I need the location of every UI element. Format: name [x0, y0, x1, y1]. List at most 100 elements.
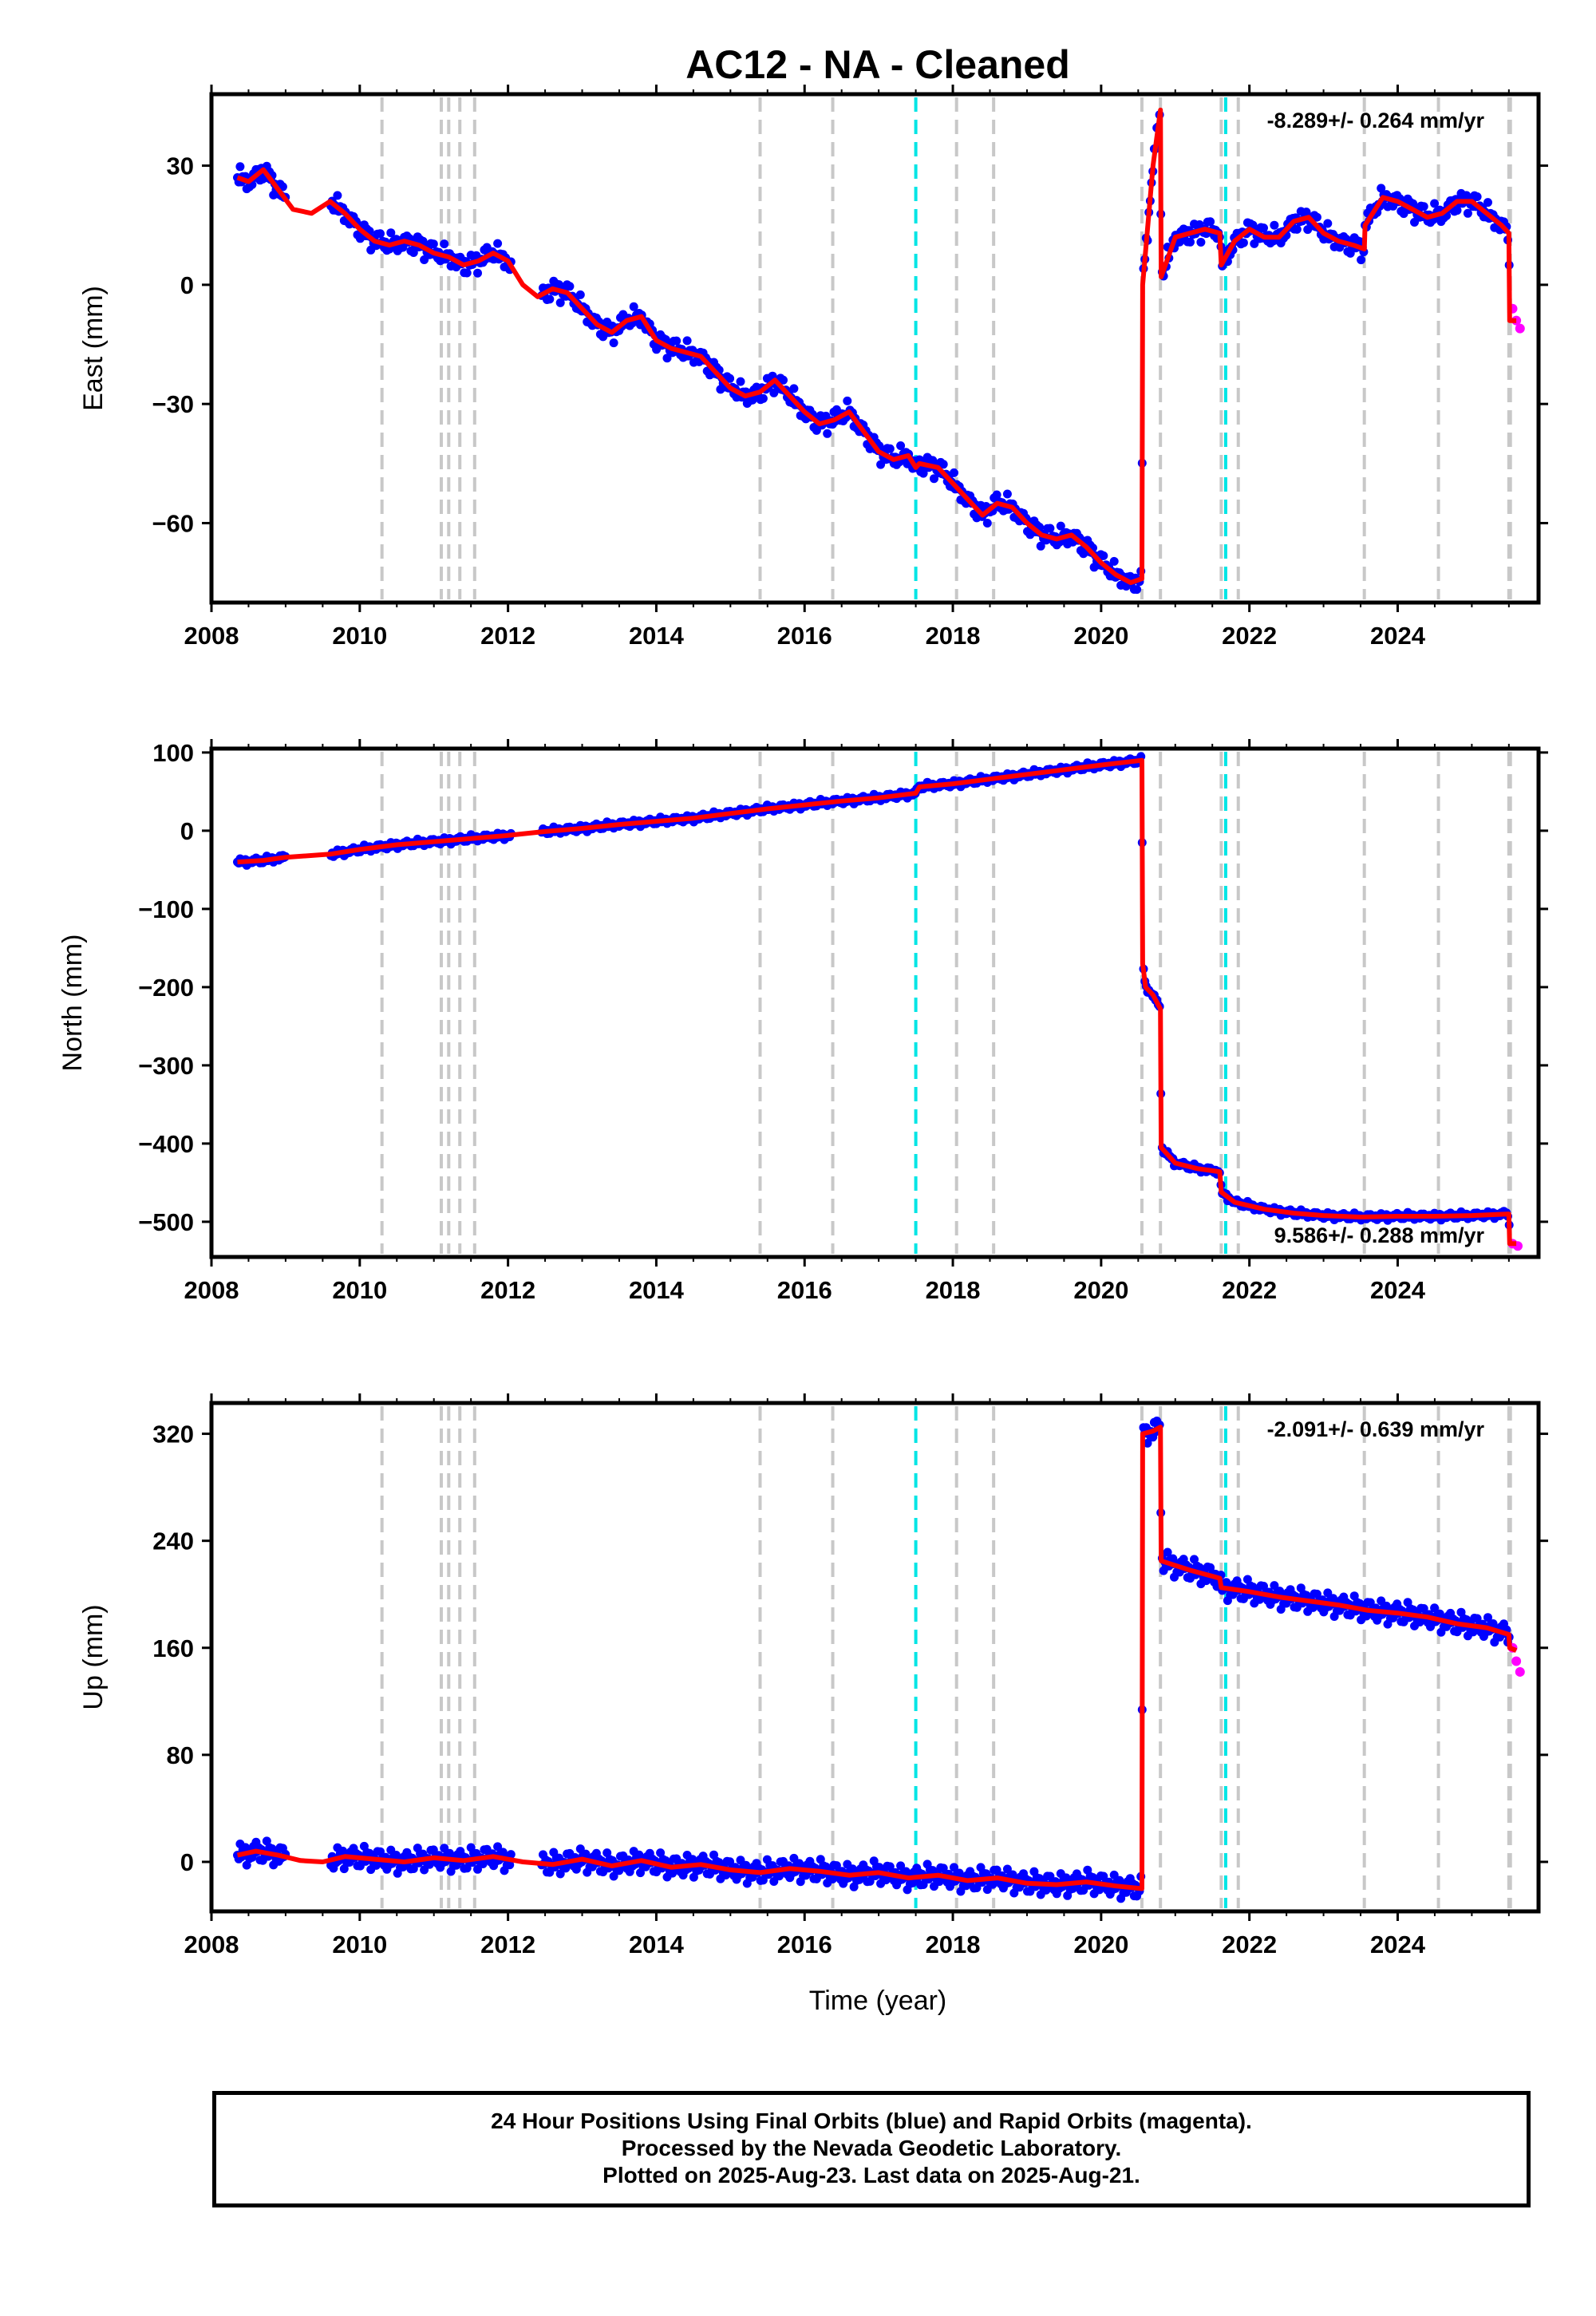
y-tick-label: −300: [138, 1052, 194, 1080]
y-tick-label: 160: [152, 1634, 194, 1662]
y-tick-label: −100: [138, 895, 194, 923]
x-tick-label: 2012: [480, 1276, 535, 1304]
up-plot-frame: [209, 1401, 1541, 1914]
x-tick-label: 2008: [184, 1276, 239, 1304]
data-point: [982, 519, 992, 528]
data-point: [609, 338, 618, 348]
data-point: [555, 298, 565, 307]
data-point: [493, 239, 503, 248]
x-tick-label: 2008: [184, 1931, 239, 1958]
x-tick-label: 2008: [184, 622, 239, 650]
data-point: [629, 302, 638, 311]
data-point: [565, 282, 575, 291]
data-point: [896, 441, 906, 450]
y-tick-label: 80: [167, 1741, 194, 1769]
north-plot-frame: [209, 746, 1541, 1259]
y-tick-label: 0: [180, 1848, 194, 1876]
data-point: [1483, 198, 1492, 207]
east-rate-label: -8.289+/- 0.264 mm/yr: [1267, 109, 1485, 132]
x-tick-label: 2020: [1073, 622, 1128, 650]
x-tick-label: 2014: [629, 1931, 685, 1958]
data-point: [473, 1864, 482, 1874]
data-point: [386, 228, 396, 238]
data-point: [1259, 223, 1268, 233]
data-point: [505, 1860, 515, 1870]
north-model-line: [237, 757, 1517, 1247]
data-point: [1238, 238, 1248, 247]
data-point: [1430, 199, 1440, 208]
data-point: [420, 1865, 429, 1875]
data-point: [1357, 255, 1366, 265]
data-point: [602, 1848, 612, 1858]
data-point: [950, 468, 958, 477]
y-tick-label: 0: [180, 817, 194, 845]
x-tick-label: 2018: [926, 1276, 981, 1304]
x-tick-label: 2016: [777, 1931, 832, 1958]
east-model-line: [236, 107, 1517, 586]
x-tick-label: 2022: [1222, 1276, 1277, 1304]
x-tick-label: 2018: [926, 622, 981, 650]
up-rate-label: -2.091+/- 0.639 mm/yr: [1267, 1417, 1485, 1441]
data-point: [1312, 212, 1321, 222]
data-point: [1186, 237, 1195, 247]
caption-line-2: Processed by the Nevada Geodetic Laborat…: [621, 2136, 1122, 2160]
x-tick-label: 2020: [1073, 1276, 1128, 1304]
data-point: [656, 1848, 666, 1858]
y-tick-label: −30: [152, 390, 194, 418]
data-point: [1002, 1864, 1012, 1874]
data-point: [1190, 1555, 1199, 1564]
caption-line-3: Plotted on 2025-Aug-23. Last data on 202…: [602, 2163, 1140, 2188]
x-tick-label: 2024: [1370, 1276, 1426, 1304]
data-point: [725, 373, 735, 383]
chart-title: AC12 - NA - Cleaned: [685, 42, 1070, 87]
data-point: [1323, 219, 1333, 228]
data-point: [1452, 206, 1462, 215]
y-tick-label: 0: [180, 271, 194, 299]
east-y-axis-title: East (mm): [78, 286, 109, 411]
data-point: [1270, 220, 1279, 230]
data-point: [506, 1850, 516, 1860]
data-point: [1483, 1613, 1492, 1622]
x-tick-label: 2014: [629, 622, 685, 650]
data-point: [823, 429, 832, 438]
data-point: [662, 354, 672, 363]
data-point: [493, 1842, 503, 1852]
up-final-orbit-points: [233, 1417, 1514, 1903]
north-y-axis-title: North (mm): [57, 935, 88, 1072]
data-point: [1419, 202, 1428, 211]
y-tick-label: −400: [138, 1130, 194, 1158]
data-point: [462, 268, 472, 278]
y-tick-label: −200: [138, 974, 194, 1002]
data-point: [473, 268, 482, 278]
data-point: [555, 1869, 565, 1879]
data-point: [843, 396, 852, 405]
up-panel: 2008 2010 2012 2014 2016 2018 2020 2022 2024 320 2…: [78, 1393, 1548, 1958]
x-tick-label: 2020: [1073, 1931, 1128, 1958]
data-point: [1292, 224, 1302, 234]
data-point: [779, 375, 788, 385]
data-point: [896, 1861, 906, 1871]
data-point: [1323, 1588, 1333, 1598]
data-point: [609, 1871, 618, 1881]
data-point: [1036, 541, 1045, 551]
x-tick-label: 2022: [1222, 1931, 1277, 1958]
caption-box: 24 Hour Positions Using Final Orbits (bl…: [212, 2091, 1531, 2207]
x-tick-label: 2018: [926, 1931, 981, 1958]
x-tick-label: 2022: [1222, 622, 1277, 650]
data-point: [440, 239, 449, 249]
east-final-orbit-points: [233, 110, 1514, 595]
x-axis-title: Time (year): [809, 1986, 947, 2016]
y-tick-label: −500: [138, 1208, 194, 1236]
data-point: [1002, 489, 1012, 499]
data-point: [758, 393, 768, 403]
data-point: [736, 377, 745, 386]
east-panel: 2008 2010 2012 2014 2016 2018 2020 2022 2024 30 0 −…: [78, 85, 1548, 650]
north-rate-label: 9.586+/- 0.288 mm/yr: [1274, 1223, 1485, 1247]
up-y-axis-title: Up (mm): [78, 1604, 109, 1709]
data-point: [950, 1863, 958, 1872]
x-tick-label: 2010: [332, 1931, 387, 1958]
data-point: [235, 162, 245, 172]
data-point: [769, 1877, 779, 1886]
y-tick-label: 240: [152, 1528, 194, 1555]
